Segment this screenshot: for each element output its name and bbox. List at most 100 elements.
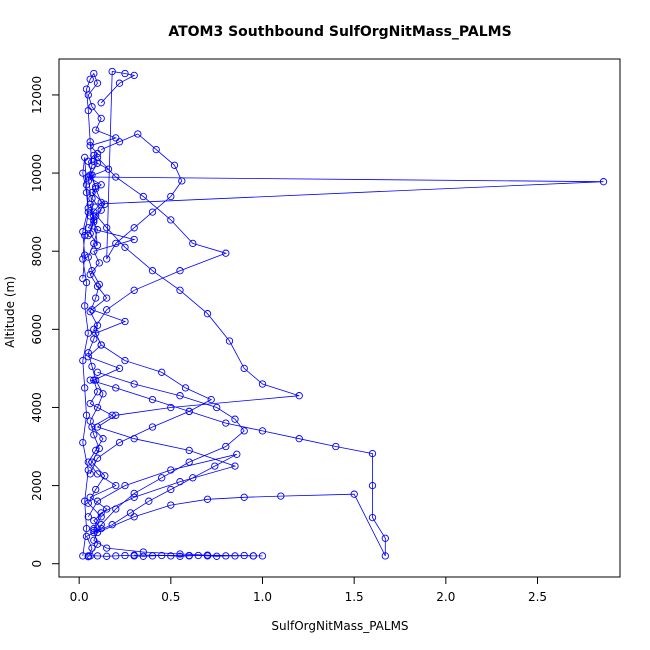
data-point: [152, 145, 160, 154]
data-point: [97, 145, 105, 154]
data-point: [381, 552, 389, 560]
data-point: [81, 153, 89, 162]
data-point: [167, 216, 175, 224]
data-point: [92, 126, 100, 134]
data-point: [231, 552, 239, 560]
data-point: [176, 392, 184, 400]
data-point: [103, 544, 111, 552]
data-point: [115, 438, 124, 447]
data-point: [231, 462, 239, 470]
data-point: [130, 224, 138, 232]
data-point: [90, 218, 98, 226]
data-point: [139, 548, 147, 556]
series-line: [93, 211, 300, 529]
data-point: [79, 255, 87, 263]
data-point: [79, 169, 87, 177]
data-point: [79, 274, 87, 283]
data-point: [90, 431, 98, 439]
data-point: [90, 216, 98, 224]
data-point: [368, 513, 377, 522]
data-point: [93, 241, 102, 249]
data-point: [139, 552, 147, 560]
data-point: [82, 278, 91, 287]
data-point: [84, 173, 92, 181]
data-point: [148, 423, 157, 431]
data-point: [86, 200, 94, 208]
data-point: [130, 380, 138, 388]
data-point: [90, 528, 98, 537]
data-point: [158, 474, 166, 482]
data-point: [84, 349, 92, 357]
data-point: [115, 79, 124, 87]
data-point: [86, 270, 94, 279]
data-point: [88, 171, 96, 179]
data-point: [368, 449, 377, 458]
data-point: [139, 192, 147, 201]
data-point: [108, 67, 116, 76]
data-point: [93, 149, 102, 158]
data-point: [92, 376, 100, 384]
data-point: [86, 470, 94, 478]
data-point: [97, 99, 105, 107]
data-point: [176, 286, 184, 294]
data-point: [86, 212, 94, 220]
data-point: [86, 376, 94, 384]
data-point: [90, 335, 98, 343]
data-point: [84, 458, 92, 466]
data-point: [130, 286, 138, 294]
data-point: [79, 552, 87, 560]
data-point: [90, 325, 98, 333]
data-point: [258, 427, 267, 435]
x-tick-label: 1.5: [345, 590, 364, 604]
data-point: [222, 249, 230, 257]
data-point: [167, 501, 175, 509]
data-point: [158, 368, 166, 376]
data-point: [167, 466, 175, 474]
x-tick-label: 0.0: [70, 590, 89, 604]
data-point: [97, 114, 105, 123]
data-point: [249, 552, 257, 560]
data-point: [90, 517, 98, 525]
data-point: [167, 403, 175, 412]
data-point: [213, 403, 221, 412]
data-point: [97, 341, 105, 349]
data-point: [81, 384, 89, 392]
x-tick-label: 2.5: [528, 590, 547, 604]
data-point: [101, 472, 109, 480]
data-point: [81, 497, 89, 505]
data-point: [350, 490, 358, 498]
data-point: [97, 206, 105, 214]
data-point: [185, 552, 193, 560]
data-point: [130, 235, 138, 244]
data-point: [233, 450, 241, 458]
data-point: [203, 552, 212, 560]
data-point: [121, 551, 129, 560]
data-point: [92, 183, 100, 191]
y-tick-label: 8000: [30, 236, 44, 267]
data-point: [130, 513, 138, 521]
data-point: [194, 551, 202, 560]
x-axis-label: SulfOrgNitMass_PALMS: [271, 619, 408, 633]
plot-area: [79, 67, 608, 561]
x-tick-label: 0.5: [161, 590, 180, 604]
data-point: [88, 188, 96, 197]
data-point: [211, 462, 219, 470]
data-point: [112, 552, 120, 560]
series-line: [82, 157, 89, 556]
data-point: [258, 380, 267, 388]
data-point: [148, 552, 157, 560]
data-point: [92, 485, 100, 494]
data-point: [90, 157, 98, 165]
data-point: [258, 552, 267, 560]
series-line: [88, 555, 263, 557]
data-point: [121, 69, 129, 78]
data-point: [103, 224, 111, 232]
data-point: [222, 442, 230, 451]
data-point: [176, 552, 184, 560]
x-tick-label: 2.0: [436, 590, 455, 604]
data-point: [121, 481, 129, 490]
data-point: [112, 411, 120, 419]
data-point: [95, 280, 103, 289]
data-point: [82, 85, 91, 93]
data-point: [103, 306, 111, 314]
